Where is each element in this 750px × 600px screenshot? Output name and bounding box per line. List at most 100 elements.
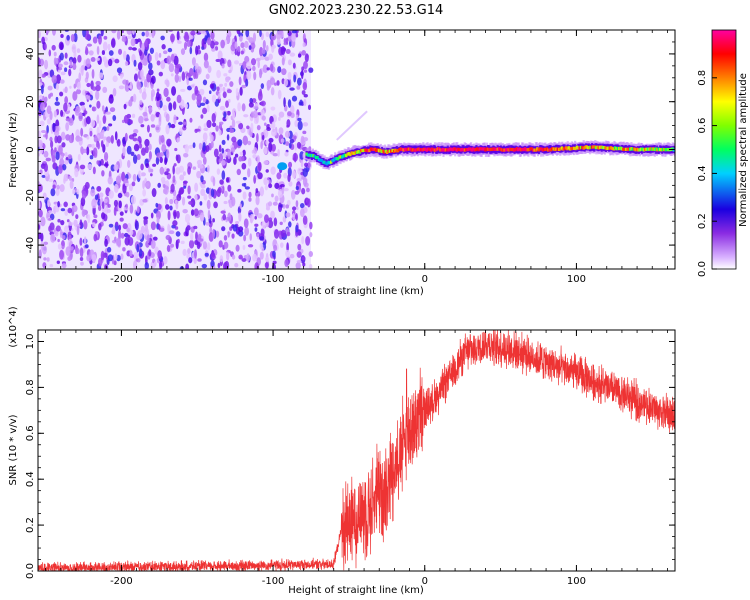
heatmap-cell xyxy=(283,78,289,87)
heatmap-cell xyxy=(200,175,204,183)
track-core xyxy=(316,155,319,160)
heatmap-cell xyxy=(227,231,230,238)
heatmap-cell xyxy=(110,38,116,48)
heatmap-cell xyxy=(98,35,102,45)
heatmap-cell xyxy=(142,198,148,203)
heatmap-cell xyxy=(84,49,89,55)
heatmap-cell xyxy=(79,237,83,246)
heatmap-cell xyxy=(57,218,61,223)
track-core xyxy=(515,147,519,151)
heatmap-cell xyxy=(200,102,206,106)
heatmap-cell xyxy=(131,30,135,35)
heatmap-cell xyxy=(90,57,96,62)
heatmap-cell xyxy=(124,60,129,67)
heatmap-cell xyxy=(46,124,49,134)
spectrogram-y-label: Frequency (Hz) xyxy=(8,112,19,188)
heatmap-cell xyxy=(274,195,279,202)
heatmap-cell xyxy=(145,30,150,38)
track-core xyxy=(635,147,639,151)
snr-series-line xyxy=(38,330,675,571)
track-core xyxy=(435,148,438,152)
heatmap-cell xyxy=(166,138,172,147)
track-core xyxy=(305,152,308,156)
heatmap-cell xyxy=(296,85,301,90)
track-core xyxy=(349,152,352,157)
heatmap-cell xyxy=(61,263,67,269)
heatmap-cell xyxy=(282,203,286,209)
heatmap-cell xyxy=(251,213,255,221)
heatmap-cell xyxy=(248,102,254,108)
heatmap-cell xyxy=(80,67,84,76)
track-core xyxy=(512,148,516,152)
heatmap-cell xyxy=(67,154,73,160)
heatmap-cell xyxy=(272,250,276,258)
track-core xyxy=(325,162,329,166)
heatmap-cell xyxy=(80,197,86,207)
heatmap-cell xyxy=(247,157,252,167)
heatmap-cell xyxy=(242,149,246,157)
heatmap-cell xyxy=(55,96,59,102)
track-core xyxy=(562,147,565,151)
track-core xyxy=(497,147,501,151)
heatmap-cell xyxy=(162,104,168,112)
signal-track xyxy=(305,140,675,170)
heatmap-cell xyxy=(86,30,89,35)
heatmap-cell xyxy=(57,238,60,243)
heatmap-cell xyxy=(217,186,222,194)
track-core xyxy=(360,149,363,153)
heatmap-cell xyxy=(249,97,253,104)
heatmap-cell xyxy=(182,171,186,176)
track-core xyxy=(335,157,338,161)
heatmap-cell xyxy=(85,94,89,100)
heatmap-cell xyxy=(238,122,244,130)
heatmap-cell xyxy=(248,191,252,198)
track-core xyxy=(485,147,489,151)
heatmap-cell xyxy=(159,261,163,269)
heatmap-cell xyxy=(148,105,152,115)
track-core xyxy=(590,145,594,149)
track-core xyxy=(317,157,321,162)
spectrogram-y-ticks: -40 -20 0 20 40 xyxy=(25,29,675,270)
heatmap-cell xyxy=(219,255,224,263)
heatmap-cell xyxy=(136,243,140,253)
heatmap-cell xyxy=(211,122,217,128)
heatmap-cell xyxy=(108,223,114,228)
heatmap-cell xyxy=(297,243,302,251)
colorbar-label: Normalized spectral amplitude xyxy=(738,73,749,227)
heatmap-cell xyxy=(262,64,268,73)
heatmap-cell xyxy=(129,204,134,214)
heatmap-cell xyxy=(47,85,53,91)
heatmap-cell xyxy=(162,188,168,195)
track-core xyxy=(547,148,550,152)
track-core xyxy=(492,147,495,151)
heatmap-cell xyxy=(68,234,72,240)
heatmap-cell xyxy=(77,136,83,142)
heatmap-cell xyxy=(129,81,133,91)
heatmap-cell xyxy=(45,157,51,162)
heatmap-cell xyxy=(68,175,72,181)
heatmap-cell xyxy=(217,93,221,100)
heatmap-cell xyxy=(173,55,179,66)
snr-panel: -200 -100 0 100 0.0 0.2 0.4 0.6 0.8 1.0 Height o… xyxy=(8,306,676,596)
heatmap-cell xyxy=(284,259,289,267)
heatmap-cell xyxy=(264,214,269,223)
heatmap-cell xyxy=(60,208,66,212)
track-core xyxy=(410,148,413,152)
track-core xyxy=(469,147,472,151)
heatmap-cell xyxy=(201,263,208,269)
heatmap-cell xyxy=(64,86,68,94)
heatmap-cell xyxy=(64,152,68,158)
heatmap-cell xyxy=(120,253,124,260)
heatmap-cell xyxy=(141,42,145,53)
heatmap-cell xyxy=(283,97,286,108)
heatmap-cell xyxy=(246,253,250,262)
heatmap-cell xyxy=(268,142,273,153)
track-core xyxy=(574,146,577,151)
heatmap-cell xyxy=(302,81,308,91)
heatmap-cell xyxy=(113,206,117,217)
heatmap-cell xyxy=(261,47,266,55)
heatmap-cell xyxy=(274,182,280,189)
heatmap-cell xyxy=(213,201,218,209)
heatmap-cell xyxy=(119,211,124,216)
track-core xyxy=(630,147,633,151)
